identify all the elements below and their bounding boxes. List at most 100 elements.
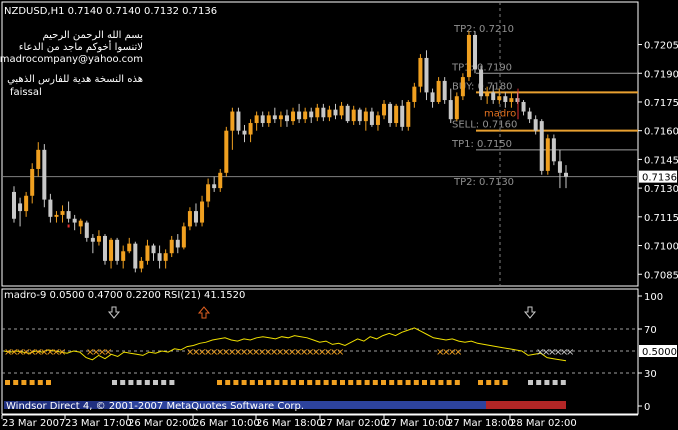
candle-body	[382, 103, 387, 116]
state-square	[128, 380, 134, 385]
state-square	[5, 380, 10, 385]
state-square	[21, 380, 27, 385]
candle	[339, 101, 344, 120]
candle	[473, 31, 478, 74]
candle	[424, 50, 429, 101]
state-square	[13, 380, 19, 385]
candle-body	[272, 115, 277, 120]
candle-body	[479, 69, 484, 97]
state-square	[364, 380, 370, 385]
state-square	[381, 380, 386, 385]
candle-body	[236, 111, 241, 131]
state-square	[430, 380, 436, 385]
candle	[12, 186, 16, 223]
cross-marker: ×	[34, 347, 42, 358]
level-3: SELL: 0.7160	[452, 120, 638, 132]
state-square	[494, 380, 500, 385]
candle-body	[30, 168, 35, 196]
price-tick: 0.7085	[638, 270, 678, 281]
state-square	[217, 380, 222, 385]
price-tick-label: 0.7175	[644, 98, 678, 109]
candle-body	[424, 57, 429, 93]
cross-marker: ×	[222, 347, 230, 358]
state-square	[544, 380, 550, 385]
current-price-marker: 0.7136	[639, 170, 677, 184]
state-square	[282, 380, 288, 385]
candle	[497, 88, 502, 104]
state-square	[446, 380, 452, 385]
state-square	[233, 380, 239, 385]
candle	[78, 218, 83, 235]
candle	[442, 77, 447, 104]
price-tick: 0.7115	[638, 213, 678, 224]
candle	[382, 100, 387, 120]
cross-marker: ×	[536, 347, 544, 358]
candle-body	[84, 222, 89, 238]
candle	[181, 222, 186, 250]
cross-marker: ×	[276, 347, 284, 358]
price-tick: 0.7205	[638, 41, 678, 52]
candle-body	[466, 34, 471, 78]
level-label: TP2: 0.7130	[453, 177, 514, 188]
cross-marker: ×	[542, 347, 550, 358]
candle-body	[430, 92, 435, 102]
candle	[266, 111, 271, 127]
candle	[460, 73, 465, 101]
time-tick: 23 Mar 2007	[1, 415, 65, 429]
cross-marker: ×	[52, 347, 60, 358]
cross-marker: ×	[442, 347, 450, 358]
candle	[157, 245, 162, 269]
candle	[127, 237, 132, 254]
candle-body	[454, 96, 459, 120]
candle	[284, 109, 289, 127]
candle	[48, 193, 53, 223]
candle	[351, 105, 356, 125]
candle-body	[42, 149, 47, 200]
candle	[236, 107, 241, 135]
cross-marker: ×	[186, 347, 194, 358]
candle	[24, 191, 29, 217]
state-square	[478, 380, 483, 385]
state-square	[356, 380, 362, 385]
overlay-line-3: madrocompany@yahoo.com	[0, 54, 143, 65]
state-square	[348, 380, 354, 385]
candle-body	[315, 107, 320, 118]
state-square	[29, 380, 35, 385]
cross-marker: ×	[210, 347, 218, 358]
price-tick: 0.7145	[638, 155, 678, 166]
candle-body	[133, 243, 138, 269]
candle-body	[54, 214, 59, 217]
state-square	[422, 380, 427, 385]
price-tick-label: 0.7115	[644, 213, 678, 224]
price-tick: 0.7130	[638, 184, 678, 195]
time-tick-label: 27 Mar 18:00	[447, 418, 514, 429]
rsi-tick: 70	[638, 325, 657, 336]
candle-body	[18, 203, 23, 212]
cross-marker: ×	[300, 347, 308, 358]
cross-marker: ×	[324, 347, 332, 358]
candle	[406, 100, 411, 131]
candle	[278, 111, 283, 127]
cross-marker: ×	[566, 347, 574, 358]
candle-body	[66, 211, 71, 219]
candle-body	[193, 211, 198, 223]
candle	[212, 176, 217, 192]
state-square	[299, 380, 304, 385]
candle	[297, 103, 302, 124]
state-square	[249, 380, 255, 385]
state-square	[528, 380, 533, 385]
candle-body	[212, 184, 217, 189]
price-tick: 0.7190	[638, 69, 678, 80]
time-tick: 27 Mar 10:00	[383, 415, 451, 429]
level-label: SELL: 0.7160	[452, 120, 517, 131]
cross-marker: ×	[258, 347, 266, 358]
candle	[272, 107, 277, 124]
candle	[224, 126, 229, 177]
candle	[503, 92, 508, 108]
cross-marker: ×	[234, 347, 242, 358]
state-square	[307, 380, 313, 385]
candle	[327, 105, 332, 122]
candle-body	[266, 115, 271, 124]
time-tick: 26 Mar 18:00	[255, 415, 323, 429]
